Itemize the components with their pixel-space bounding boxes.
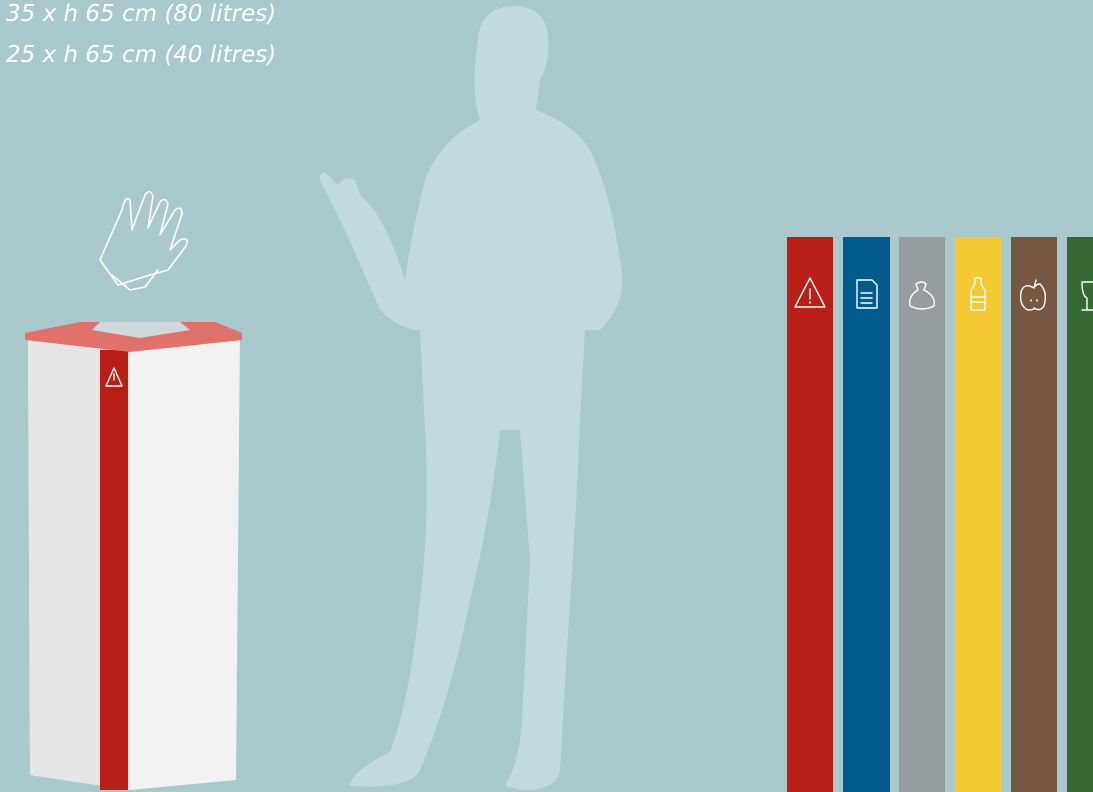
glass-icon — [1081, 281, 1093, 311]
hazard-icon — [794, 277, 826, 308]
stripe-brown — [1011, 237, 1057, 792]
paper-icon — [856, 279, 878, 309]
stripe-grey — [899, 237, 945, 792]
gloves-icon — [99, 190, 188, 291]
bag-icon — [908, 281, 935, 310]
spec-line: 35 x h 65 cm (80 litres) — [6, 1, 276, 27]
apple-icon — [1019, 279, 1047, 311]
spec-line: 25 x h 65 cm (40 litres) — [6, 42, 276, 68]
bottle-icon — [970, 277, 986, 311]
stripe-red — [787, 237, 833, 792]
colour-stripes — [787, 237, 1093, 792]
stripe-green — [1067, 237, 1093, 792]
stripe-yellow — [955, 237, 1001, 792]
person-silhouette — [320, 6, 623, 791]
bin — [25, 322, 242, 790]
stripe-blue — [843, 237, 890, 792]
